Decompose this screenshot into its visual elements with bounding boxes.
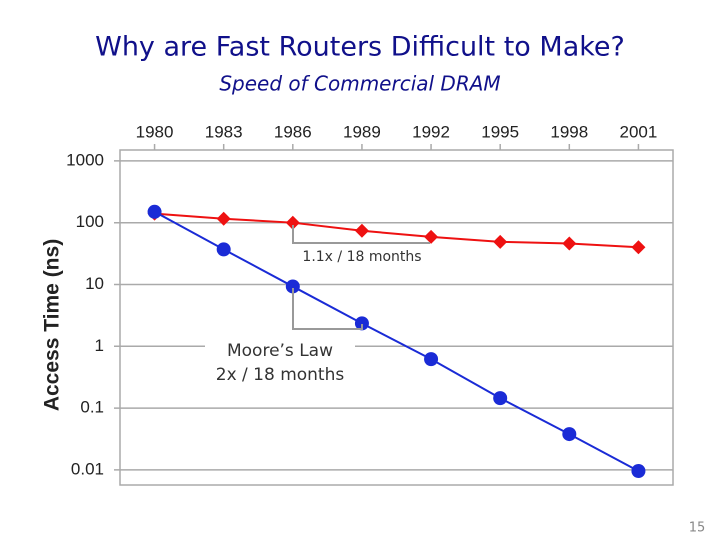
series-line [154,212,639,249]
x-tick-label: 2001 [620,122,658,141]
marker [354,316,369,331]
x-tick-label: 1980 [136,122,174,141]
annotation: Moore’s Law [227,341,333,361]
marker [493,391,508,406]
x-tick-label: 1992 [412,122,450,141]
marker [216,211,231,226]
x-tick-label: 1989 [343,122,381,141]
y-tick-label: 100 [76,212,104,231]
bracket [292,225,430,244]
x-tick-label: 1986 [274,122,312,141]
marker [562,427,577,442]
marker [285,279,300,294]
x-tick-label: 1995 [481,122,519,141]
y-tick-label: 0.1 [80,398,104,417]
y-tick-label: 1000 [66,150,104,169]
label-bg [205,338,355,386]
subtitle: Speed of Commercial DRAM [219,72,500,96]
y-axis-label: Access Time (ns) [41,239,64,411]
plot-frame [119,149,674,486]
x-tick-label: 1998 [550,122,588,141]
marker [493,234,508,249]
marker [285,215,300,230]
marker [216,242,231,257]
y-tick-label: 0.01 [71,459,104,478]
marker [424,229,439,244]
marker [631,464,646,479]
x-tick-label: 1983 [205,122,243,141]
marker [354,223,369,238]
marker [147,204,162,219]
bracket [292,288,363,330]
slide-title: Why are Fast Routers Difficult to Make? [95,32,625,63]
y-tick-label: 1 [95,336,104,355]
label-bg [298,246,426,268]
series-line [154,210,639,472]
page-number: 15 [689,521,706,536]
annotation: 1.1x / 18 months [302,249,421,265]
marker [424,352,439,367]
marker [562,236,577,251]
marker [631,240,646,255]
y-tick-label: 10 [85,274,104,293]
annotation: 2x / 18 months [216,365,345,385]
